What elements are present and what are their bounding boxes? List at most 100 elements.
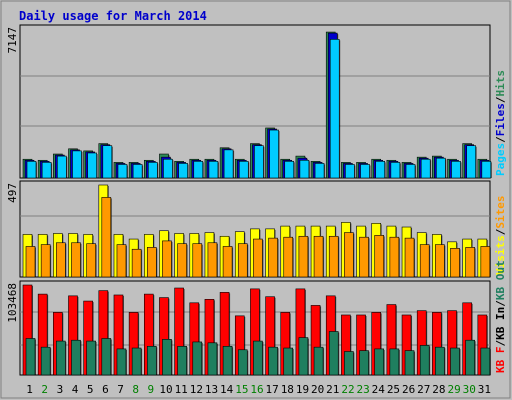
- y-max-label: 7147: [6, 27, 19, 54]
- x-tick-label: 9: [148, 383, 155, 396]
- legend-separator: /: [494, 228, 507, 235]
- bar: [25, 246, 36, 278]
- bar: [481, 161, 492, 179]
- bar: [299, 159, 310, 179]
- x-tick-label: 24: [372, 383, 386, 396]
- x-tick-label: 21: [326, 383, 339, 396]
- legend-separator: /: [494, 136, 507, 143]
- x-tick-label: 6: [102, 383, 109, 396]
- bar: [328, 235, 339, 278]
- bar: [314, 163, 325, 179]
- bar: [40, 244, 51, 278]
- bar: [192, 243, 203, 278]
- bar: [435, 346, 445, 376]
- bar: [192, 341, 203, 376]
- bar: [177, 345, 187, 376]
- x-tick-label: 22: [341, 383, 354, 396]
- bar: [146, 345, 157, 376]
- bar: [131, 248, 142, 278]
- bar: [419, 244, 430, 278]
- series-sites: [25, 197, 491, 278]
- bar: [344, 351, 354, 376]
- bar: [237, 349, 248, 376]
- x-tick-label: 27: [417, 383, 430, 396]
- legend-separator: /: [494, 300, 507, 307]
- bar: [298, 337, 309, 376]
- x-tick-label: 31: [478, 383, 491, 396]
- bar: [284, 161, 295, 179]
- bar: [71, 242, 81, 278]
- x-tick-label: 20: [311, 383, 324, 396]
- bar: [56, 242, 66, 278]
- legend-item: Pages: [494, 143, 507, 176]
- bar: [329, 39, 340, 179]
- bar: [253, 238, 263, 278]
- bar: [86, 243, 96, 278]
- bar: [41, 162, 52, 179]
- bar: [162, 240, 172, 278]
- x-tick-label: 23: [357, 383, 370, 396]
- bar: [146, 247, 157, 278]
- bar: [162, 339, 172, 376]
- x-tick-label: 2: [41, 383, 48, 396]
- bar: [253, 340, 263, 376]
- x-tick-label: 17: [266, 383, 279, 396]
- chart-title: Daily usage for March 2014: [19, 9, 207, 23]
- bar: [451, 161, 461, 179]
- y-max-label: 103468: [6, 283, 19, 323]
- bar: [480, 246, 491, 278]
- bar: [344, 232, 354, 278]
- bar: [101, 197, 112, 278]
- bar: [313, 235, 324, 278]
- legend-item: Hits: [494, 70, 507, 97]
- bar: [480, 347, 491, 376]
- x-tick-label: 26: [402, 383, 415, 396]
- bar: [26, 161, 37, 179]
- bar: [374, 235, 385, 278]
- x-tick-label: 30: [463, 383, 476, 396]
- bar: [465, 339, 475, 376]
- x-tick-label: 7: [117, 383, 124, 396]
- bar: [207, 342, 218, 376]
- bar: [328, 331, 339, 376]
- x-tick-label: 25: [387, 383, 400, 396]
- bar: [360, 164, 370, 179]
- bar: [375, 161, 386, 179]
- legend-item: Sites: [494, 196, 507, 229]
- legend: Pages/Files/Hits: [494, 70, 507, 176]
- bar: [313, 346, 324, 376]
- bar: [283, 236, 294, 278]
- x-tick-label: 28: [432, 383, 445, 396]
- legend-item: KB In: [494, 307, 507, 340]
- bar: [223, 149, 234, 179]
- legend: KB F/KB In/KB Out: [494, 260, 507, 373]
- bar: [268, 237, 278, 278]
- y-max-label: 497: [6, 183, 19, 203]
- bar: [163, 158, 173, 179]
- bar: [147, 162, 158, 179]
- bar: [283, 347, 294, 376]
- x-tick-label: 13: [205, 383, 218, 396]
- bar: [450, 347, 460, 376]
- x-tick-label: 3: [57, 383, 64, 396]
- x-tick-label: 15: [235, 383, 248, 396]
- bar: [450, 248, 460, 278]
- bar: [389, 236, 400, 278]
- bar: [436, 157, 446, 179]
- bar: [193, 161, 204, 179]
- x-tick-label: 8: [132, 383, 139, 396]
- legend-separator: /: [494, 96, 507, 103]
- panel-top: 7147 Pages/Files/Hits: [6, 24, 507, 179]
- bar: [177, 243, 187, 278]
- bar: [40, 346, 51, 376]
- bar: [268, 346, 278, 376]
- bar: [405, 164, 416, 179]
- x-tick-label: 11: [175, 383, 188, 396]
- bar: [87, 152, 97, 179]
- bar: [345, 164, 355, 179]
- bar: [390, 162, 401, 179]
- series-kb-f: [22, 284, 488, 376]
- bar: [420, 158, 431, 179]
